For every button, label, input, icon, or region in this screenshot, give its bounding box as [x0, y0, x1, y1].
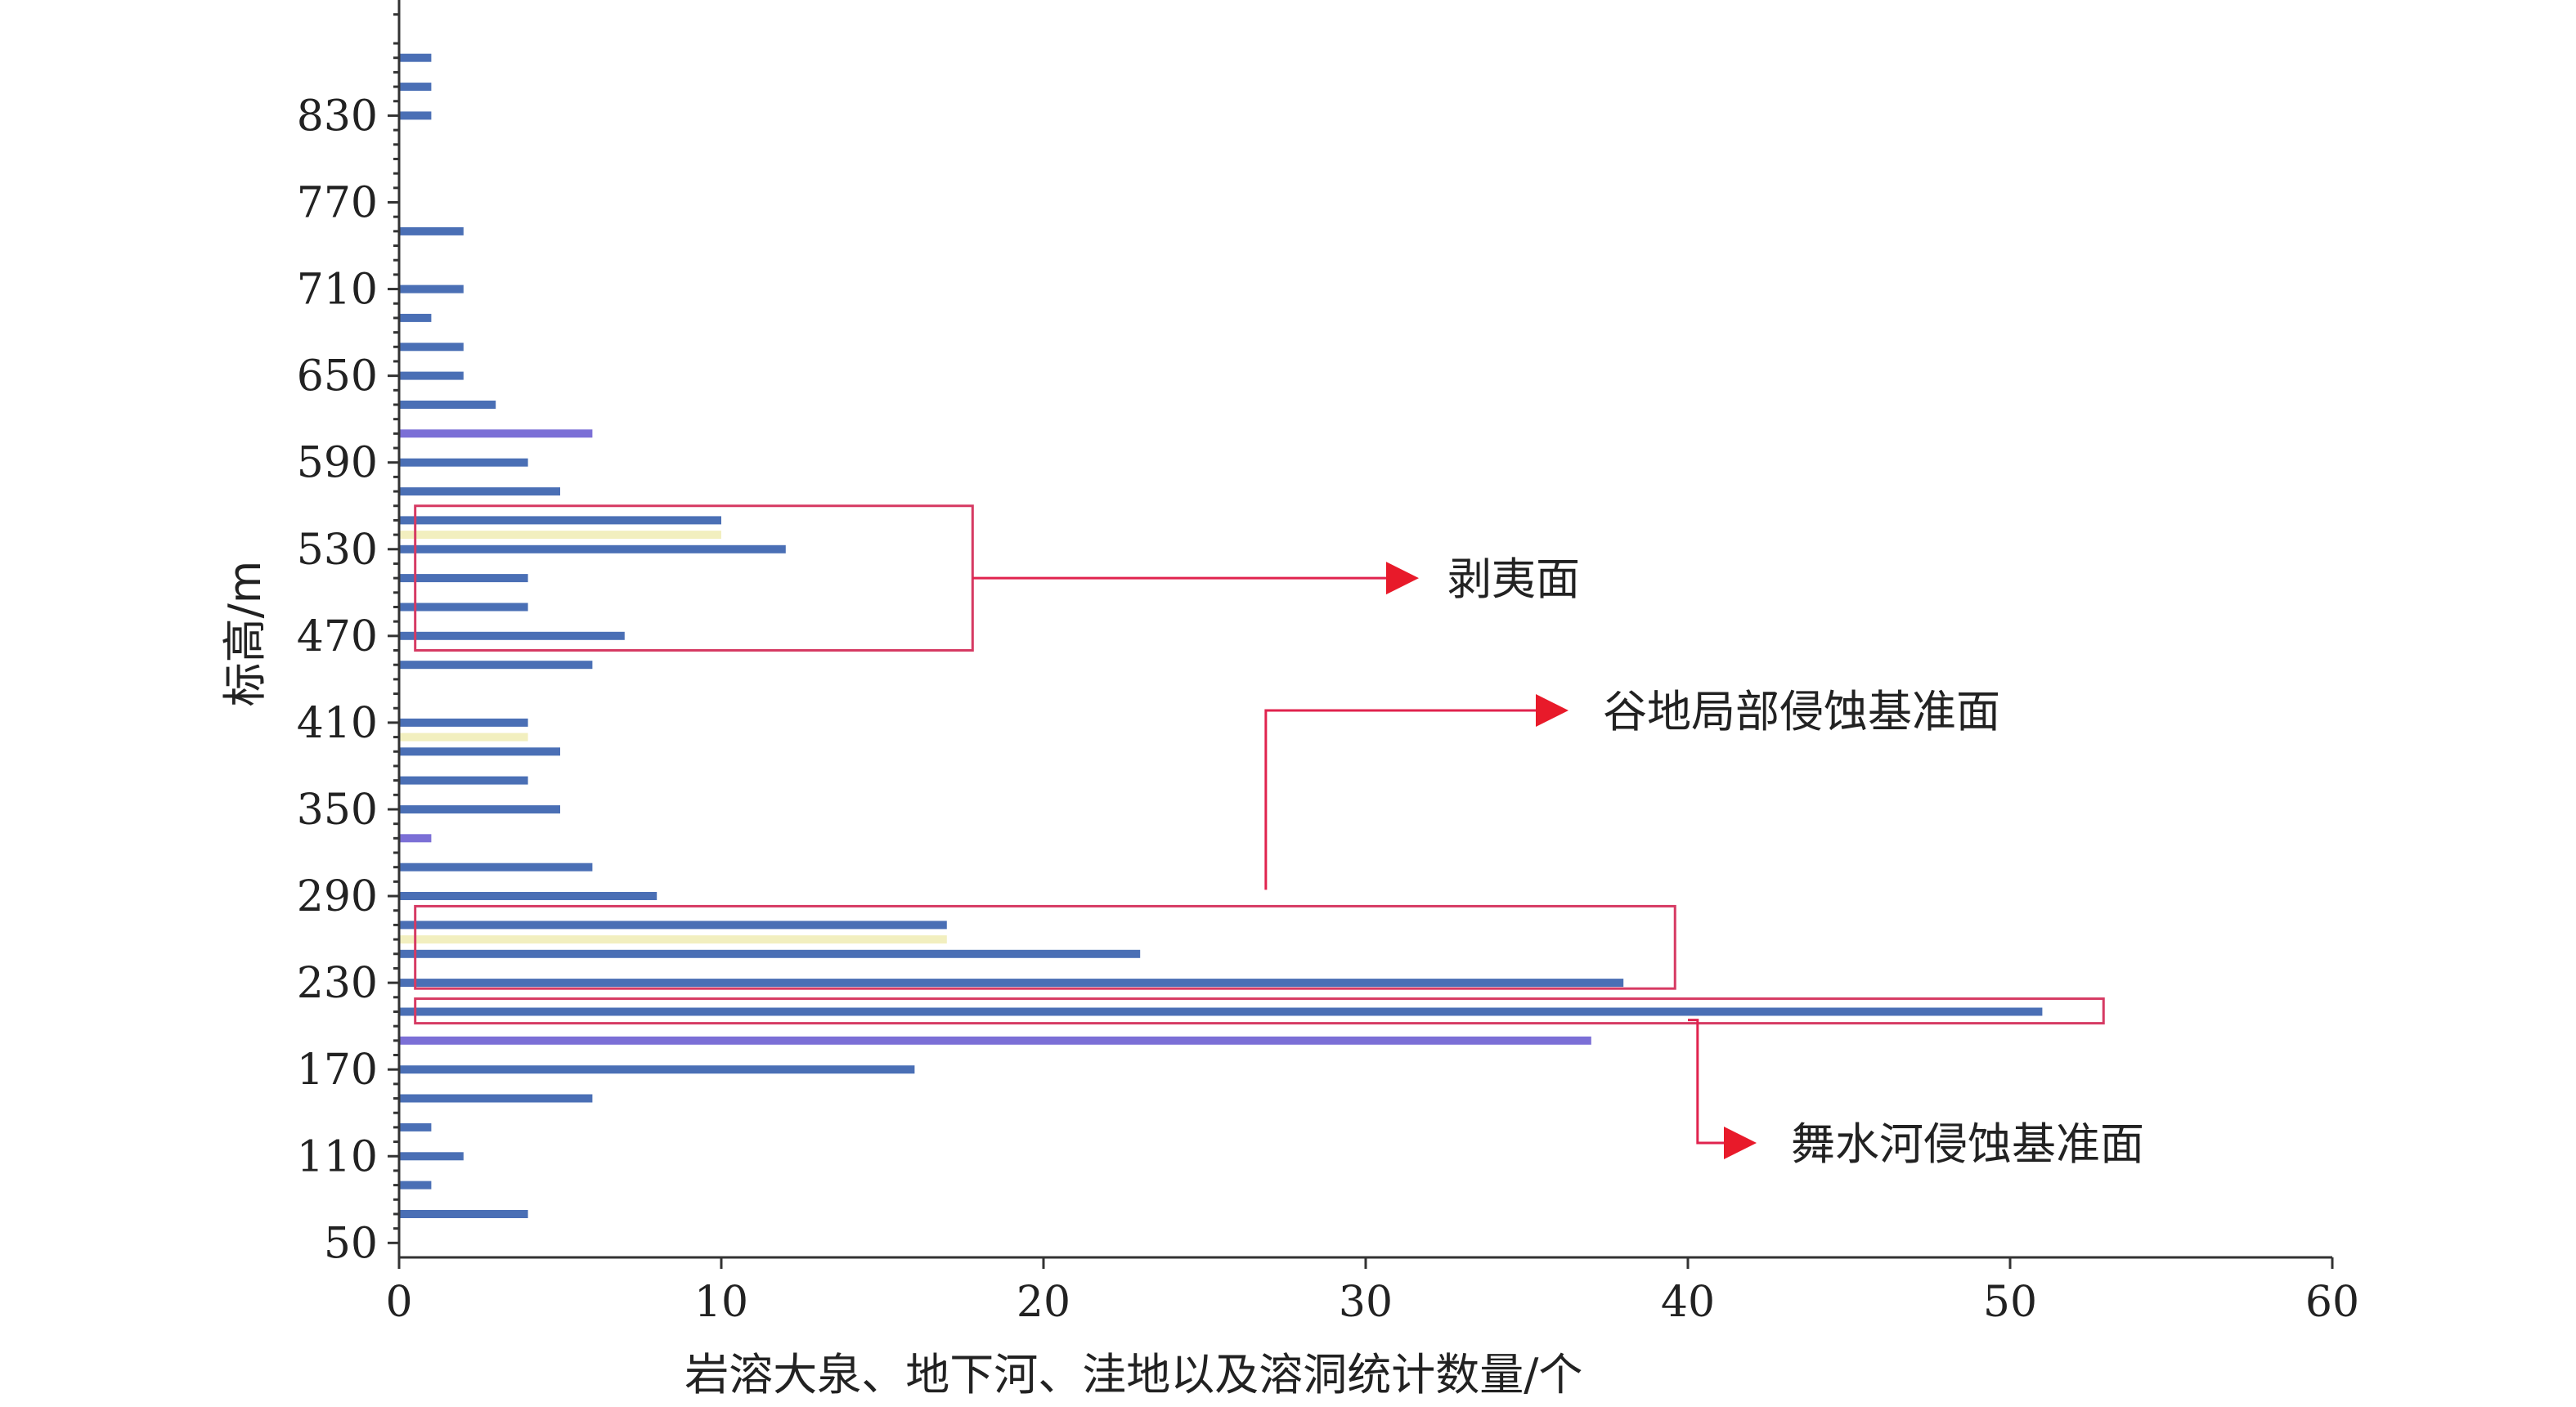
bar-170: [399, 1065, 915, 1074]
arrow-wushui-base-level: [1724, 1127, 1757, 1159]
bar-370: [399, 776, 528, 785]
bar-270: [399, 921, 947, 930]
ticks-group: 0 10 20 30 40 50 60 50 110 170 230 290 350 410 470 530 5…: [297, 13, 2359, 1327]
y-tick-label: 170: [297, 1046, 378, 1095]
bar-90: [399, 1181, 432, 1190]
x-tick-label: 60: [2305, 1278, 2359, 1327]
bar-130: [399, 1122, 432, 1131]
bar-530: [399, 544, 786, 553]
annotation-box-wushui-base-level: [414, 997, 2105, 1025]
bar-330: [399, 834, 432, 843]
bar-670: [399, 343, 464, 352]
bar-190: [399, 1036, 1591, 1045]
x-tick-label: 20: [1016, 1278, 1070, 1327]
y-tick-label: 290: [297, 872, 378, 921]
bar-590: [399, 458, 528, 467]
bar-150: [399, 1094, 593, 1103]
y-tick-label: 770: [297, 178, 378, 227]
bar-210: [399, 1007, 2043, 1016]
y-tick-label: 50: [324, 1219, 378, 1268]
bar-260-highlight: [399, 935, 947, 944]
y-tick-label: 470: [297, 612, 378, 661]
x-tick-label: 30: [1339, 1278, 1393, 1327]
arrow-planation-surface: [1386, 562, 1419, 595]
y-axis-title: 标高/m: [219, 561, 271, 707]
bar-350: [399, 805, 560, 813]
bar-410: [399, 718, 528, 727]
bar-630: [399, 401, 496, 409]
bar-70: [399, 1210, 528, 1218]
bar-650: [399, 371, 464, 380]
bar-690: [399, 313, 432, 322]
bar-540-highlight: [399, 531, 721, 540]
callout-line-valley-base-level: [1264, 709, 1536, 890]
y-tick-label: 650: [297, 352, 378, 401]
bar-110: [399, 1152, 464, 1161]
bar-510: [399, 574, 528, 583]
bars-group: [399, 53, 2043, 1218]
annotation-label-wushui-base-level: 舞水河侵蚀基准面: [1791, 1118, 2144, 1170]
bar-390: [399, 747, 560, 756]
bar-750: [399, 226, 464, 235]
bar-830: [399, 111, 432, 120]
bar-870: [399, 53, 432, 62]
bar-570: [399, 487, 560, 496]
bar-610: [399, 429, 593, 438]
x-tick-label: 10: [694, 1278, 748, 1327]
y-tick-label: 410: [297, 699, 378, 748]
bar-290: [399, 892, 657, 900]
bar-490: [399, 603, 528, 612]
x-axis-title: 岩溶大泉、地下河、洼地以及溶洞统计数量/个: [684, 1349, 1582, 1400]
callout-line-wushui-base-level: [1688, 1019, 1724, 1145]
y-tick-label: 110: [297, 1132, 378, 1181]
bar-230: [399, 979, 1624, 988]
y-tick-label: 530: [297, 526, 378, 575]
bar-400-highlight: [399, 733, 528, 742]
y-tick-label: 590: [297, 439, 378, 488]
y-tick-label: 230: [297, 959, 378, 1008]
x-tick-label: 50: [1983, 1278, 2037, 1327]
bar-450: [399, 661, 593, 670]
annotation-label-planation-surface: 剥夷面: [1447, 553, 1580, 605]
x-tick-label: 40: [1661, 1278, 1715, 1327]
y-tick-label: 830: [297, 92, 378, 141]
bar-470: [399, 631, 625, 640]
bar-850: [399, 83, 432, 92]
bar-250: [399, 949, 1141, 958]
bar-710: [399, 285, 464, 293]
x-tick-label: 0: [385, 1278, 412, 1327]
bar-310: [399, 863, 593, 872]
annotation-box-valley-base-level: [414, 904, 1676, 990]
bar-550: [399, 516, 721, 525]
y-tick-label: 710: [297, 266, 378, 315]
annotation-label-valley-base-level: 谷地局部侵蚀基准面: [1603, 686, 2000, 737]
y-tick-label: 350: [297, 786, 378, 835]
arrow-valley-base-level: [1536, 694, 1568, 727]
